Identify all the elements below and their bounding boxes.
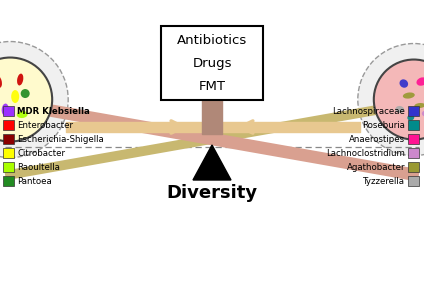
Ellipse shape xyxy=(2,103,9,116)
Bar xyxy=(408,134,419,144)
Text: Citrobacter: Citrobacter xyxy=(17,148,65,158)
Circle shape xyxy=(358,44,424,156)
Text: Diversity: Diversity xyxy=(167,184,257,202)
Bar xyxy=(3,162,14,172)
Polygon shape xyxy=(193,145,231,180)
Bar xyxy=(3,120,14,130)
Ellipse shape xyxy=(395,106,404,113)
Ellipse shape xyxy=(0,75,2,88)
Text: Raoultella: Raoultella xyxy=(17,163,60,171)
Ellipse shape xyxy=(11,90,19,103)
Bar xyxy=(408,148,419,158)
Ellipse shape xyxy=(399,79,408,88)
Text: Anaerostipes: Anaerostipes xyxy=(349,134,405,143)
Ellipse shape xyxy=(403,92,415,98)
Circle shape xyxy=(0,41,68,158)
Bar xyxy=(408,176,419,186)
Text: MDR Klebsiella: MDR Klebsiella xyxy=(17,106,90,116)
Text: Enterobacter: Enterobacter xyxy=(17,121,73,129)
Bar xyxy=(3,176,14,186)
Text: Lachnospiraceae: Lachnospiraceae xyxy=(332,106,405,116)
Circle shape xyxy=(374,59,424,140)
Bar xyxy=(408,162,419,172)
Text: Pantoea: Pantoea xyxy=(17,176,52,186)
Bar xyxy=(3,106,14,116)
Ellipse shape xyxy=(21,89,30,98)
Text: Escherichia-Shigella: Escherichia-Shigella xyxy=(17,134,104,143)
Circle shape xyxy=(0,58,52,141)
Bar xyxy=(408,106,419,116)
Ellipse shape xyxy=(416,77,424,86)
FancyBboxPatch shape xyxy=(161,26,263,100)
Text: Agathobacter: Agathobacter xyxy=(346,163,405,171)
Bar xyxy=(3,148,14,158)
Text: Lachnoclostridium: Lachnoclostridium xyxy=(326,148,405,158)
Text: Tyzzerella: Tyzzerella xyxy=(363,176,405,186)
Ellipse shape xyxy=(407,114,414,121)
Text: Antibiotics
Drugs
FMT: Antibiotics Drugs FMT xyxy=(177,34,247,93)
Text: Roseburia: Roseburia xyxy=(362,121,405,129)
Ellipse shape xyxy=(422,111,424,116)
Bar xyxy=(408,120,419,130)
Ellipse shape xyxy=(17,111,28,118)
Bar xyxy=(3,134,14,144)
Ellipse shape xyxy=(17,74,23,86)
Ellipse shape xyxy=(414,103,424,108)
